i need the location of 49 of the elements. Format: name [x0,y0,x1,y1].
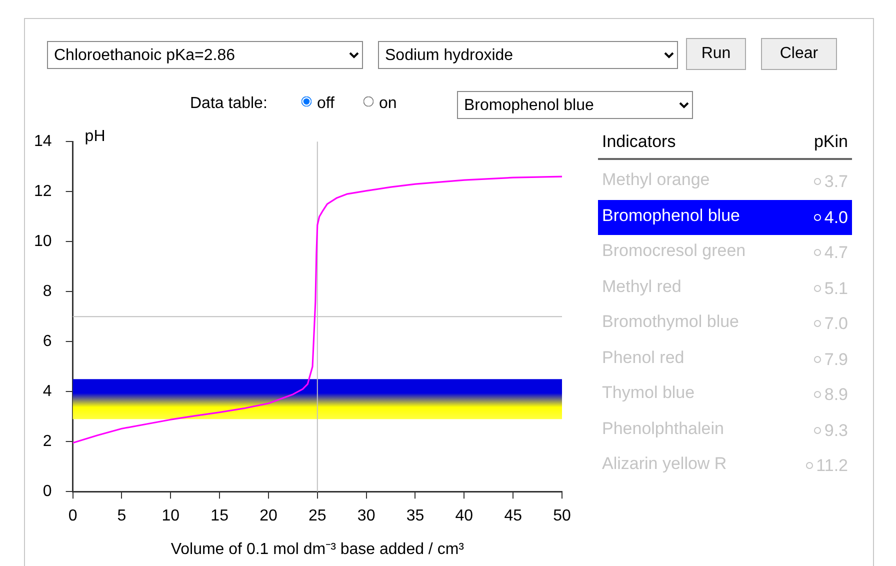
y-tick-label: 2 [42,433,52,450]
text: Data table: [190,95,268,113]
y-tick-label: 12 [34,183,52,200]
category-label: Phenolphthalein [602,418,724,440]
x-tick-label: 40 [455,508,474,525]
category-label: Thymol blue [602,382,695,404]
category-label: Bromothymol blue [602,311,740,333]
x-tick-label: 0 [68,508,78,525]
y-tick-label: 10 [34,233,52,250]
y-tick-label: 4 [42,383,52,400]
x-tick-label: 30 [357,508,376,525]
text: on [378,95,397,113]
category-label: Alizarin yellow R [602,453,727,475]
x-tick-label: 25 [308,508,326,525]
text: 8.9 [824,385,848,404]
x-tick-label: 15 [210,508,229,525]
text: 5.1 [824,278,848,298]
text: Run [686,38,746,70]
text: 7.9 [824,350,848,369]
x-tick-label: 45 [504,508,522,525]
text: 3.7 [824,172,848,192]
text: 9.3 [824,420,848,440]
text: 7.0 [824,314,848,334]
y-tick-label: 14 [34,133,52,150]
category-label: Phenol red [602,346,684,368]
text: off [316,95,334,113]
text: 4.7 [824,243,848,262]
category-label: Methyl orange [602,169,710,191]
text: 4.0 [824,208,848,227]
x-tick-label: 50 [553,508,571,525]
category-label: Methyl red [602,276,682,298]
text: 11.2 [816,456,848,476]
text: pKin [814,131,848,153]
category-label: Bromocresol green [602,240,746,262]
text: Chloroethanoic pKa=2.86 [47,41,363,69]
x-axis-title: Volume of 0.1 mol dm⁻³ base added / cm³ [170,540,465,558]
y-tick-label: 0 [42,483,52,500]
text: Indicators [602,131,676,153]
y-tick-label: 6 [42,333,52,350]
x-tick-label: 5 [117,508,126,525]
category-label: Bromophenol blue [602,204,740,226]
x-tick-label: 10 [162,508,180,525]
text: Clear [761,38,837,70]
x-tick-label: 35 [406,508,424,525]
text: Sodium hydroxide [378,41,678,69]
x-tick-label: 20 [260,508,278,525]
text: Bromophenol blue [457,91,693,119]
y-tick-label: 8 [42,283,52,300]
y-axis-title: pH [84,128,106,146]
